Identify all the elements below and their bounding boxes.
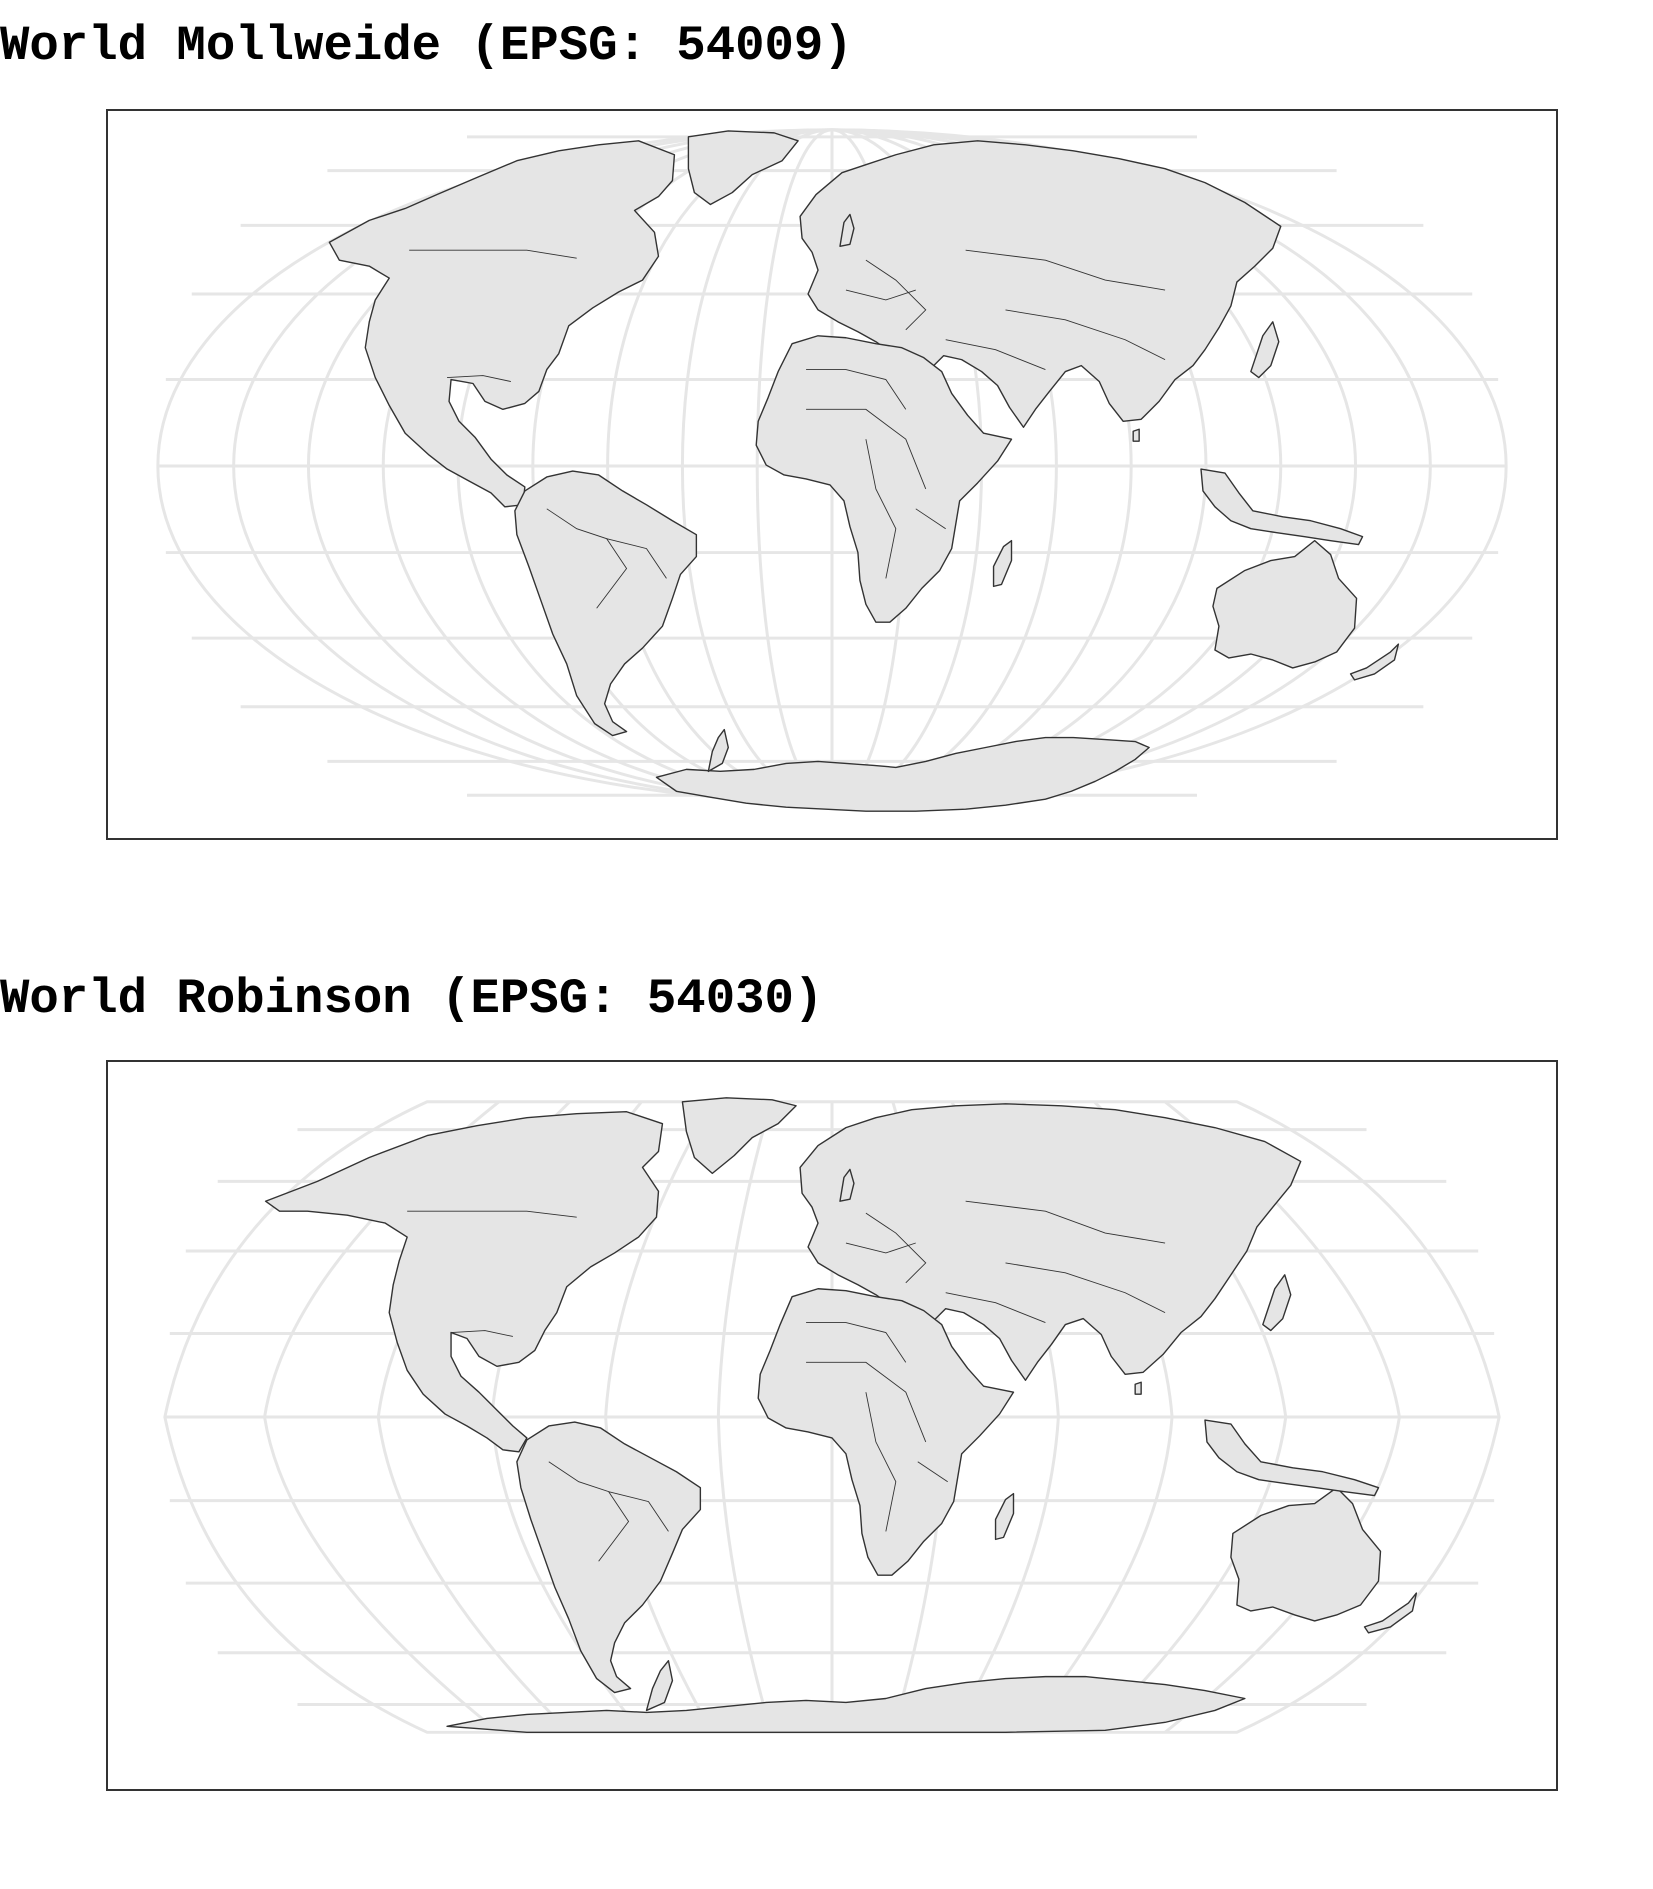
map-panel-robinson[interactable] [106,1060,1558,1791]
greenland-shape [687,130,799,206]
north-america-shape [328,140,676,508]
sri-lanka-shape [1134,1381,1142,1395]
antarctica-shape [446,1675,1246,1734]
south-america-shape [516,1421,702,1694]
map-panel-mollweide[interactable] [106,109,1558,840]
new-zealand-shape [1349,643,1400,681]
africa-shape [755,335,1013,623]
maritime-southeast-asia-shape [1200,468,1364,546]
world-map-mollweide [156,128,1508,812]
maritime-southeast-asia-shape [1204,1419,1380,1497]
madagascar-shape [994,1492,1015,1541]
antarctic-peninsula-shape [645,1660,674,1712]
australia-shape [1212,539,1358,669]
greenland-shape [681,1097,797,1175]
world-map-robinson [163,1097,1501,1734]
south-america-shape [514,470,698,737]
landmass-robinson [264,1097,1418,1734]
country-borders-mollweide [409,249,1166,609]
antarctica-shape [655,736,1150,812]
map-title-robinson: World Robinson (EPSG: 54030) [0,971,824,1027]
japan-shape [1262,1274,1292,1332]
uk-shape [839,213,855,247]
new-zealand-shape [1363,1592,1418,1634]
north-america-shape [264,1111,664,1453]
madagascar-shape [992,539,1013,588]
uk-shape [839,1168,855,1202]
australia-shape [1230,1486,1382,1622]
sri-lanka-shape [1132,428,1140,442]
africa-shape [757,1288,1015,1576]
map-title-mollweide: World Mollweide (EPSG: 54009) [0,18,853,74]
antarctic-peninsula-shape [707,728,729,773]
landmass-mollweide [328,130,1400,812]
country-borders-robinson [407,1200,1166,1562]
japan-shape [1250,321,1280,379]
